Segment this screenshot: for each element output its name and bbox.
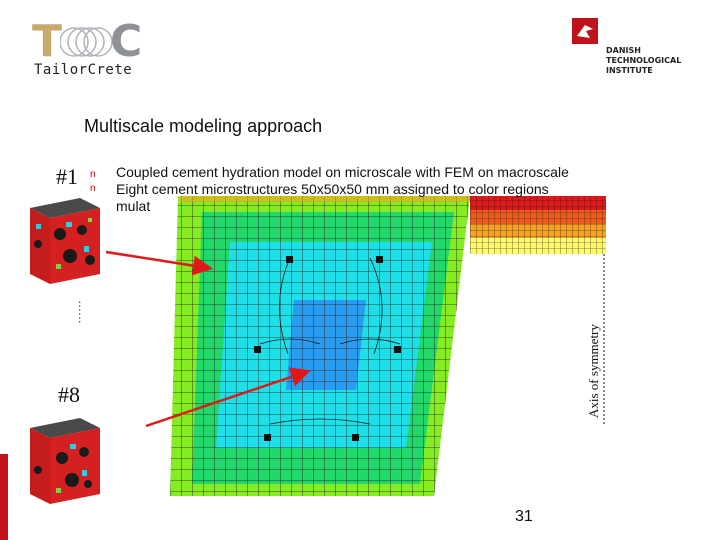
arrow-1 (105, 250, 213, 276)
fem-mesh-figure (170, 196, 606, 496)
logo-rings-icon (60, 27, 113, 57)
bullet-item: mulat (116, 198, 151, 212)
arrows-overlay (105, 250, 311, 428)
microstructure-cube-icon (30, 418, 100, 504)
dti-wordmark: DANISH TECHNOLOGICAL INSTITUTE (606, 46, 681, 76)
bullet-item: Eight cement microstructures 50x50x50 mm… (116, 181, 549, 197)
bullet-list: Coupled cement hydration model on micros… (116, 164, 606, 212)
slide-title: Multiscale modeling approach (84, 116, 323, 136)
marker-last: #8 (58, 382, 80, 407)
accent-bar (0, 454, 8, 540)
axis-of-symmetry-label: Axis of symmetry (586, 324, 601, 418)
microstructure-cube-icon (30, 198, 100, 284)
logo-wordmark: TailorCrete (34, 62, 133, 78)
logo-letter-t: T (32, 16, 63, 67)
dti-line: DANISH (606, 46, 641, 55)
dti-mark-icon (572, 18, 598, 44)
logo-letter-c: C (110, 16, 143, 67)
tailorcrete-logo-icon: T C TailorCrete (30, 16, 150, 80)
axis-label-text: Axis of symmetry (586, 324, 601, 418)
bullet-item: Coupled cement hydration model on micros… (116, 164, 569, 180)
dti-line: TECHNOLOGICAL (606, 56, 682, 65)
page-number: 31 (515, 508, 533, 525)
marker-first: #1 (56, 164, 78, 189)
dti-logo-icon: DANISH TECHNOLOGICAL INSTITUTE (572, 18, 702, 80)
arrow-8 (145, 367, 311, 428)
ellipsis: …… (76, 300, 90, 324)
dti-line: INSTITUTE (606, 66, 653, 75)
